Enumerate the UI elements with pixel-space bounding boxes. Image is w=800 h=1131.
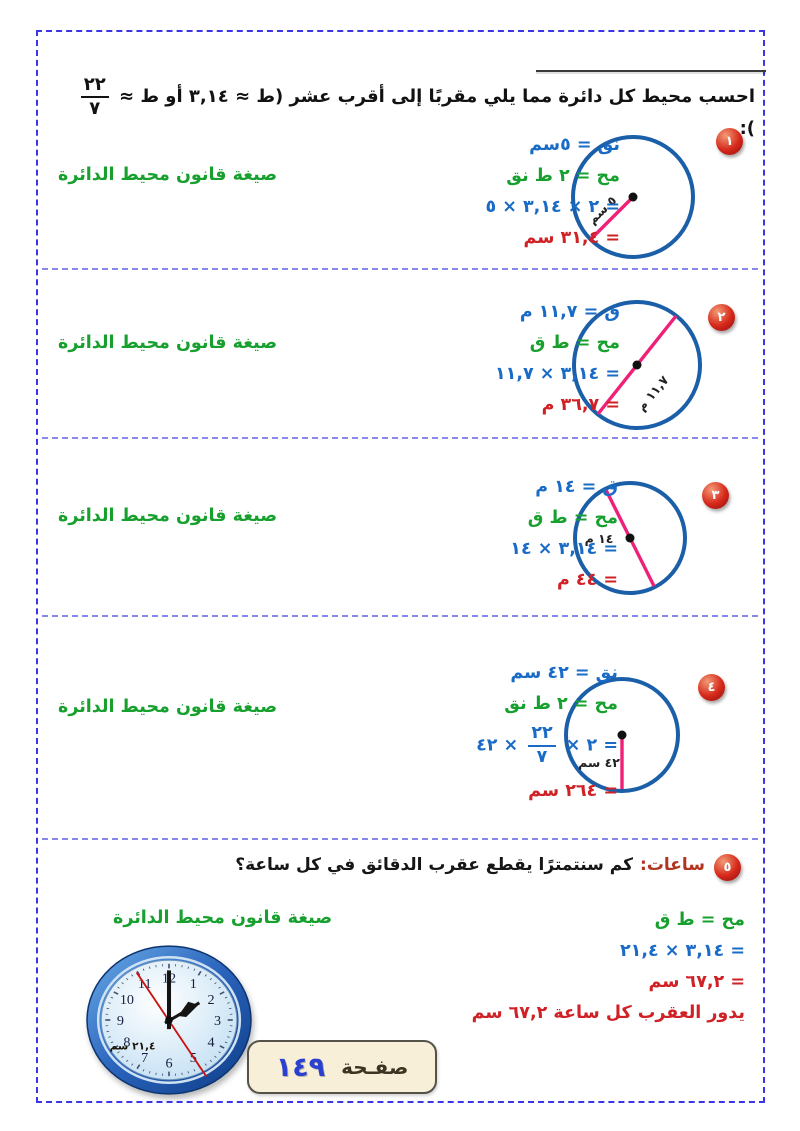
- radius-label-4: ٤٢ سم: [578, 755, 620, 770]
- clocks-title: ساعات:: [640, 855, 705, 875]
- clock-center-dot: [165, 1016, 173, 1024]
- substitution-5: = ٣,١٤ × ٢١,٤: [619, 941, 745, 961]
- substitution-1: = ٢ × ٣,١٤ × ٥: [485, 197, 620, 217]
- substitution-3: = ٣,١٤ × ١٤: [510, 539, 618, 559]
- substitution-4-after: × ٤٢: [476, 735, 519, 756]
- separator-1: [42, 268, 758, 270]
- formula-note-5: صيغة قانون محيط الدائرة: [113, 908, 333, 928]
- formula-note-1: صيغة قانون محيط الدائرة: [58, 165, 278, 185]
- substitution-4-numerator: ٢٢: [531, 723, 553, 743]
- page-border: [36, 30, 765, 1103]
- result-1: = ٣١,٤ سم: [523, 228, 621, 248]
- problem-number-2: ٢: [708, 304, 735, 331]
- svg-text:3: 3: [214, 1013, 221, 1029]
- given-3: ق = ١٤ م: [535, 477, 618, 497]
- svg-text:1: 1: [190, 976, 197, 992]
- svg-text:10: 10: [120, 992, 134, 1008]
- result-4: = ٢٦٤ سم: [528, 781, 618, 801]
- given-2: ق = ١١,٧ م: [519, 302, 620, 322]
- svg-text:2: 2: [208, 992, 215, 1008]
- problem-number-4: ٤: [698, 674, 725, 701]
- formula-3: مح = ط ق: [527, 508, 618, 528]
- circle-figure-2: ١١,٧ م: [572, 300, 702, 430]
- separator-3: [42, 615, 758, 617]
- svg-text:6: 6: [165, 1056, 172, 1072]
- diameter-label-2: ١١,٧ م: [634, 372, 673, 414]
- result-2: = ٣٦,٧ م: [541, 395, 620, 415]
- given-4: نق = ٤٢ سم: [510, 663, 618, 683]
- separator-2: [42, 437, 758, 439]
- formula-note-4: صيغة قانون محيط الدائرة: [58, 697, 278, 717]
- circle-figure-3: ١٤ م: [573, 481, 687, 595]
- clock-second-hand: [135, 971, 208, 1078]
- solution-4: نق = ٤٢ سم مح = ٢ ط نق = ٢ × ٢٢ ٧ × ٤٢ = …: [476, 658, 618, 807]
- solution-5: مح = ط ق = ٣,١٤ × ٢١,٤ = ٦٧,٢ سم يدور ال…: [472, 905, 745, 1029]
- header-rule: [536, 70, 766, 72]
- substitution-4-before: = ٢ ×: [565, 735, 618, 756]
- pi-fraction-numerator: ٢٢: [83, 74, 106, 95]
- solution-2: ق = ١١,٧ م مح = ط ق = ٣,١٤ × ١١,٧ = ٣٦,٧…: [495, 297, 620, 421]
- substitution-4-denominator: ٧: [528, 744, 556, 767]
- clock-radius-label: ٢١,٤ سم: [110, 1039, 156, 1052]
- result-3: = ٤٤ م: [556, 570, 618, 590]
- diameter-label-3: ١٤ م: [585, 531, 614, 547]
- solution-1: نق = ٥سم مح = ٢ ط نق = ٢ × ٣,١٤ × ٥ = ٣١…: [485, 130, 620, 254]
- instruction-main: احسب محيط كل دائرة مما يلي مقربًا إلى أق…: [118, 86, 755, 107]
- formula-note-3: صيغة قانون محيط الدائرة: [58, 506, 278, 526]
- pi-fraction-denominator: ٧: [80, 96, 109, 118]
- separator-4: [42, 838, 758, 840]
- problem-number-5: ٥: [714, 854, 741, 881]
- circle-figure-1: ٥ سم: [571, 135, 695, 259]
- solution-3: ق = ١٤ م مح = ط ق = ٣,١٤ × ١٤ = ٤٤ م: [510, 472, 618, 596]
- formula-1: مح = ٢ ط نق: [506, 166, 620, 186]
- problem-number-1: ١: [716, 128, 743, 155]
- pi-fraction: ٢٢ ٧: [80, 74, 109, 118]
- result-5: = ٦٧,٢ سم: [648, 972, 746, 992]
- substitution-4: = ٢ × ٢٢ ٧ × ٤٢: [476, 720, 618, 770]
- formula-note-2: صيغة قانون محيط الدائرة: [58, 333, 278, 353]
- given-1: نق = ٥سم: [529, 135, 620, 155]
- instruction-end: ):: [739, 118, 755, 139]
- substitution-2: = ٣,١٤ × ١١,٧: [494, 364, 620, 384]
- clock-numbers: 121234567891011: [117, 971, 221, 1072]
- clocks-question: كم سنتمترًا يقطع عقرب الدقائق في كل ساعة…: [235, 855, 634, 875]
- page-number-badge: صفـحة ١٤٩: [247, 1040, 437, 1094]
- svg-text:9: 9: [117, 1013, 124, 1029]
- formula-5: مح = ط ق: [654, 910, 745, 930]
- clock-image: 121234567891011 ٢١,٤ سم: [86, 945, 252, 1095]
- svg-text:4: 4: [208, 1034, 215, 1050]
- conclusion-5: يدور العقرب كل ساعة ٦٧,٢ سم: [471, 1003, 745, 1023]
- circle-figure-4: ٤٢ سم: [564, 677, 680, 793]
- svg-text:8: 8: [123, 1034, 130, 1050]
- formula-2: مح = ط ق: [529, 333, 620, 353]
- page-number: ١٤٩: [275, 1051, 326, 1083]
- instruction-text: احسب محيط كل دائرة مما يلي مقربًا إلى أق…: [60, 76, 755, 139]
- clock-ticks: [105, 963, 233, 1077]
- problem-number-3: ٣: [702, 482, 729, 509]
- substitution-4-fraction: ٢٢ ٧: [528, 723, 556, 767]
- clocks-question-line: ساعات: كم سنتمترًا يقطع عقرب الدقائق في ك…: [235, 855, 705, 875]
- svg-text:7: 7: [141, 1050, 148, 1066]
- page-label: صفـحة: [341, 1055, 409, 1079]
- formula-4: مح = ٢ ط نق: [504, 694, 618, 714]
